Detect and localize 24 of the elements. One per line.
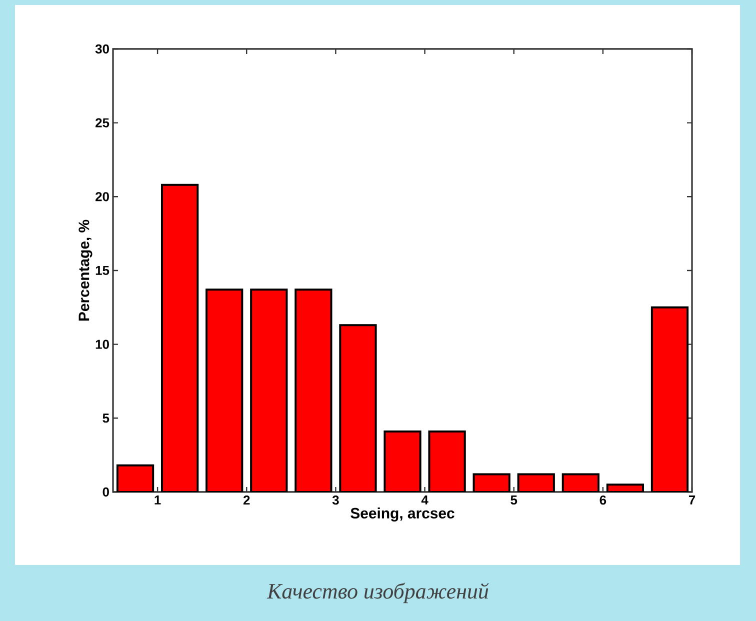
x-axis-title: Seeing, arcsec: [350, 508, 454, 522]
x-tick-label: 7: [688, 496, 696, 504]
x-tick-label: 3: [332, 496, 339, 505]
y-tick-label: 15: [96, 266, 110, 275]
y-tick-label: 10: [96, 340, 109, 349]
y-tick-label: 25: [96, 118, 110, 128]
x-tick-label: 5: [510, 496, 518, 505]
bar: [340, 325, 376, 492]
bar: [296, 290, 332, 492]
bar: [251, 290, 287, 492]
x-tick-label: 1: [154, 496, 161, 504]
x-tick-label: 4: [421, 496, 428, 504]
x-tick-label: 2: [243, 496, 250, 505]
x-tick-label: 6: [600, 496, 606, 505]
y-tick-label: 20: [96, 192, 109, 202]
bar: [384, 431, 420, 492]
y-tick-label: 5: [102, 414, 110, 423]
bar: [162, 184, 198, 492]
bar: [206, 290, 242, 492]
y-axis-title: Percentage, %: [78, 220, 92, 321]
y-tick-label: 30: [95, 44, 109, 54]
bar: [429, 431, 465, 492]
text: Качество изображений: [266, 582, 489, 604]
y-tick-label: 0: [102, 487, 109, 497]
